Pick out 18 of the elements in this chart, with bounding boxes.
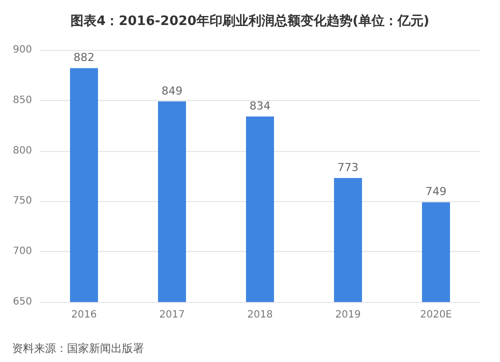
x-tick-label: 2019	[335, 310, 361, 320]
chart-title: 图表4：2016-2020年印刷业利润总额变化趋势(单位：亿元)	[70, 13, 430, 29]
y-tick-label: 900	[12, 44, 32, 56]
data-label: 849	[162, 84, 182, 98]
y-tick-label: 700	[12, 246, 32, 258]
data-label: 882	[74, 51, 94, 64]
y-tick-label: 650	[12, 296, 32, 308]
data-label: 773	[338, 161, 358, 174]
y-tick-label: 800	[12, 145, 32, 156]
x-tick-label: 2020E	[420, 310, 452, 320]
x-tick-label: 2018	[247, 310, 273, 320]
text: 资料来源：国家新闻出版署	[12, 342, 144, 355]
x-tick-label: 2017	[159, 310, 185, 320]
x-tick-label: 2016	[71, 310, 97, 320]
data-label: 749	[426, 185, 446, 198]
y-tick-label: 750	[12, 196, 32, 207]
data-label: 834	[250, 100, 270, 113]
y-tick-label: 850	[12, 94, 32, 106]
